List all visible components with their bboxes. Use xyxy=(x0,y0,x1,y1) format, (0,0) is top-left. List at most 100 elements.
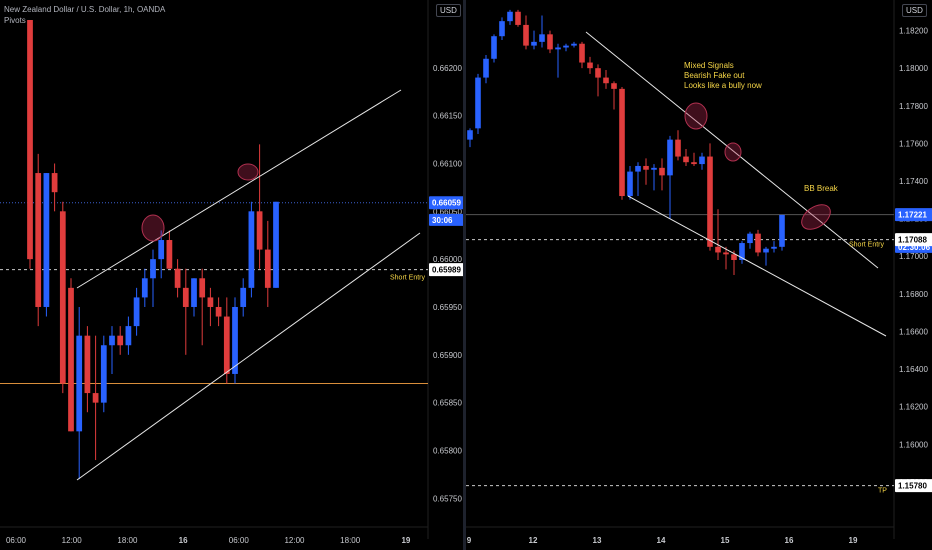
candle-body[interactable] xyxy=(125,326,132,346)
candle-body[interactable] xyxy=(579,43,585,63)
candle-body[interactable] xyxy=(51,173,58,193)
candle-body[interactable] xyxy=(182,287,189,307)
candle-body[interactable] xyxy=(27,20,33,260)
candle-body[interactable] xyxy=(747,233,753,244)
candle-body[interactable] xyxy=(76,335,83,432)
price-tick-label: 1.18000 xyxy=(899,64,928,73)
highlight-ellipse[interactable] xyxy=(141,214,165,242)
candle-body[interactable] xyxy=(273,201,279,288)
candle-body[interactable] xyxy=(587,62,593,69)
candle-body[interactable] xyxy=(683,156,689,163)
chart-pane-nzdusd-1h[interactable]: 0.66200 0.66150 0.66100 0.66050 0.66000 0.659… xyxy=(0,0,463,550)
candle-body[interactable] xyxy=(723,252,729,255)
candle-body[interactable] xyxy=(68,287,74,432)
candle-body[interactable] xyxy=(215,306,222,317)
candle-body[interactable] xyxy=(109,335,115,346)
candle-body[interactable] xyxy=(763,248,769,253)
candle-body[interactable] xyxy=(92,393,99,403)
candle-body[interactable] xyxy=(100,345,107,403)
highlight-ellipse[interactable] xyxy=(237,163,259,181)
candle-body[interactable] xyxy=(43,173,50,307)
chart-pane-daily[interactable]: 1.18200 1.18000 1.17800 1.17600 1.17400 1.172… xyxy=(466,0,932,550)
candle-body[interactable] xyxy=(133,297,140,327)
candle-body[interactable] xyxy=(240,287,247,307)
candle-body[interactable] xyxy=(627,171,633,197)
candle-body[interactable] xyxy=(659,167,665,176)
candle-body[interactable] xyxy=(117,335,124,346)
price-tick-label: 1.17400 xyxy=(899,177,928,186)
candle-body[interactable] xyxy=(779,214,785,247)
candle-body[interactable] xyxy=(491,36,497,59)
pane-divider[interactable] xyxy=(463,0,466,550)
candle-body[interactable] xyxy=(141,278,148,298)
candle-body[interactable] xyxy=(232,306,238,374)
candle-body[interactable] xyxy=(483,58,489,78)
candle-body[interactable] xyxy=(643,165,649,170)
candle-body[interactable] xyxy=(651,167,657,170)
price-tag-bg xyxy=(429,196,463,210)
time-tick-label: 16 xyxy=(785,536,794,545)
candle-body[interactable] xyxy=(611,83,617,89)
price-tick-label: 0.66000 xyxy=(433,255,462,264)
level-label: Short Entry xyxy=(849,242,885,249)
candle-body[interactable] xyxy=(595,68,601,78)
left-chart-canvas[interactable]: 0.66200 0.66150 0.66100 0.66050 0.66000 0.659… xyxy=(0,0,463,550)
candle-body[interactable] xyxy=(158,240,165,260)
candle-body[interactable] xyxy=(475,77,481,129)
candle-body[interactable] xyxy=(523,24,529,46)
candle-body[interactable] xyxy=(539,34,545,42)
price-tick-label: 0.66200 xyxy=(433,64,462,73)
currency-button[interactable]: USD xyxy=(902,4,927,17)
channel-upper-trendline[interactable] xyxy=(585,31,879,269)
highlight-ellipse[interactable] xyxy=(797,200,835,235)
candle-body[interactable] xyxy=(191,278,197,307)
price-tick-label: 0.65750 xyxy=(433,494,462,503)
candle-body[interactable] xyxy=(166,240,173,269)
highlight-ellipse[interactable] xyxy=(684,102,708,130)
candle-body[interactable] xyxy=(691,162,697,165)
price-tick-label: 0.65850 xyxy=(433,399,462,408)
candle-body[interactable] xyxy=(675,139,681,157)
channel-upper-trendline[interactable] xyxy=(76,89,402,289)
candle-body[interactable] xyxy=(207,297,214,307)
price-tag-bg xyxy=(895,233,932,247)
candle-body[interactable] xyxy=(35,173,42,307)
candle-body[interactable] xyxy=(515,11,521,25)
candle-body[interactable] xyxy=(467,130,473,140)
candle-body[interactable] xyxy=(199,278,206,298)
candle-body[interactable] xyxy=(59,211,66,384)
right-chart-canvas[interactable]: 1.18200 1.18000 1.17800 1.17600 1.17400 1.172… xyxy=(466,0,932,550)
candle-body[interactable] xyxy=(174,268,181,288)
currency-button[interactable]: USD xyxy=(436,4,461,17)
candle-body[interactable] xyxy=(667,139,673,176)
candle-body[interactable] xyxy=(531,41,537,46)
candle-body[interactable] xyxy=(755,233,761,253)
candle-body[interactable] xyxy=(731,254,737,260)
channel-lower-trendline[interactable] xyxy=(76,232,421,481)
channel-lower-trendline[interactable] xyxy=(627,195,887,337)
candle-body[interactable] xyxy=(507,11,513,22)
candle-body[interactable] xyxy=(84,335,91,394)
highlight-ellipse[interactable] xyxy=(724,142,742,162)
candle-body[interactable] xyxy=(715,246,721,253)
candle-body[interactable] xyxy=(499,21,505,37)
candle-body[interactable] xyxy=(619,88,625,197)
candle-body[interactable] xyxy=(264,249,271,288)
candle-body[interactable] xyxy=(248,211,255,288)
candle-body[interactable] xyxy=(635,165,641,172)
candle-body[interactable] xyxy=(256,211,263,250)
price-tag: 1.15780 xyxy=(898,482,927,491)
candle-body[interactable] xyxy=(699,156,705,165)
price-tag: 1.17088 xyxy=(898,236,927,245)
candle-body[interactable] xyxy=(571,43,577,46)
candle-body[interactable] xyxy=(555,47,561,50)
price-tick-label: 1.16200 xyxy=(899,403,928,412)
candle-body[interactable] xyxy=(771,246,777,249)
candle-body[interactable] xyxy=(223,316,230,374)
candle-body[interactable] xyxy=(739,243,745,260)
candle-body[interactable] xyxy=(547,34,553,50)
candle-body[interactable] xyxy=(707,156,713,247)
candle-body[interactable] xyxy=(150,259,156,279)
candle-body[interactable] xyxy=(563,45,569,48)
candle-body[interactable] xyxy=(603,77,609,84)
